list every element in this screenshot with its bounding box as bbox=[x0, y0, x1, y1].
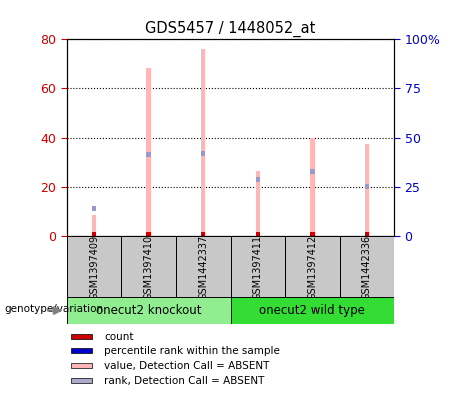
Bar bbox=[121, 236, 176, 297]
Text: GSM1397411: GSM1397411 bbox=[253, 235, 263, 300]
Bar bbox=[92, 215, 96, 236]
Text: rank, Detection Call = ABSENT: rank, Detection Call = ABSENT bbox=[104, 376, 265, 386]
Title: GDS5457 / 1448052_at: GDS5457 / 1448052_at bbox=[145, 20, 316, 37]
Bar bbox=[147, 152, 151, 157]
Bar bbox=[255, 232, 260, 236]
Bar bbox=[310, 138, 314, 236]
Text: GSM1397412: GSM1397412 bbox=[307, 235, 317, 300]
Bar bbox=[176, 236, 230, 297]
Text: onecut2 knockout: onecut2 knockout bbox=[96, 304, 201, 317]
Bar bbox=[201, 232, 206, 236]
Text: percentile rank within the sample: percentile rank within the sample bbox=[104, 346, 280, 356]
Bar bbox=[255, 177, 260, 182]
Text: GSM1397409: GSM1397409 bbox=[89, 235, 99, 300]
Text: GSM1442336: GSM1442336 bbox=[362, 235, 372, 300]
Text: onecut2 wild type: onecut2 wild type bbox=[260, 304, 365, 317]
Text: genotype/variation: genotype/variation bbox=[5, 304, 104, 314]
Text: GSM1442337: GSM1442337 bbox=[198, 235, 208, 300]
Text: value, Detection Call = ABSENT: value, Detection Call = ABSENT bbox=[104, 361, 269, 371]
Bar bbox=[285, 236, 340, 297]
Bar bbox=[230, 236, 285, 297]
Bar bbox=[71, 363, 92, 368]
Bar bbox=[67, 297, 230, 324]
Bar bbox=[71, 334, 92, 339]
Text: count: count bbox=[104, 332, 134, 342]
Bar bbox=[365, 184, 369, 189]
Bar bbox=[310, 232, 314, 236]
Bar bbox=[67, 236, 121, 297]
Bar bbox=[147, 68, 151, 236]
Bar bbox=[201, 151, 206, 156]
Bar bbox=[365, 232, 369, 236]
Bar bbox=[147, 232, 151, 236]
Text: GSM1397410: GSM1397410 bbox=[144, 235, 154, 300]
Bar bbox=[365, 144, 369, 236]
Bar bbox=[92, 206, 96, 211]
Bar bbox=[255, 171, 260, 236]
Bar bbox=[230, 297, 394, 324]
Bar bbox=[71, 378, 92, 383]
Bar bbox=[71, 348, 92, 353]
Bar bbox=[310, 169, 314, 174]
Bar bbox=[340, 236, 394, 297]
Bar bbox=[92, 232, 96, 236]
Bar bbox=[201, 49, 206, 236]
